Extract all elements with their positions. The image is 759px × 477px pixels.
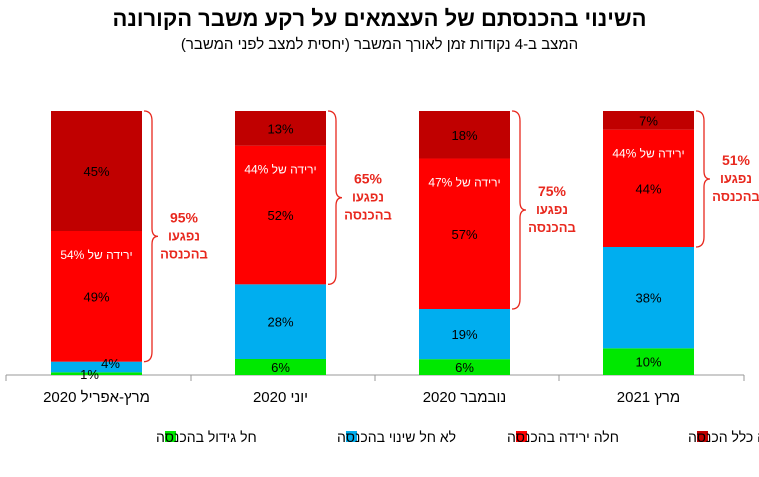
affected-label: נפגעו — [352, 190, 384, 205]
data-label: 10% — [635, 355, 661, 370]
data-label: 18% — [451, 128, 477, 143]
bar-segment — [51, 361, 142, 373]
chart-title: השינוי בהכנסתם של העצמאים על רקע משבר הק… — [112, 6, 647, 31]
bar-segment — [51, 231, 142, 362]
category-label: יוני 2020 — [253, 389, 308, 406]
affected-percent: 65% — [354, 171, 383, 187]
affected-label: נפגעו — [536, 202, 568, 217]
data-label: 38% — [635, 291, 661, 306]
legend-swatch — [697, 431, 708, 442]
bar-segment — [235, 111, 326, 146]
bar-segment — [51, 372, 142, 375]
affected-brace — [511, 110, 527, 310]
bar-segment — [235, 145, 326, 285]
decline-note: ירידה של 54% — [60, 248, 132, 262]
affected-label: בהכנסה — [712, 189, 759, 204]
data-label: 57% — [451, 227, 477, 242]
data-label: 49% — [83, 289, 109, 304]
bar-segment — [419, 158, 510, 309]
data-label: 7% — [639, 113, 658, 128]
affected-percent: 95% — [170, 209, 199, 225]
data-label: 28% — [267, 315, 293, 330]
bar-segment — [603, 348, 694, 375]
decline-note: ירידה של 44% — [612, 146, 684, 160]
legend-label: חל גידול בהכנסה — [156, 429, 257, 445]
decline-note: ירידה של 44% — [244, 163, 316, 177]
bar-segment — [419, 359, 510, 375]
affected-label: בהכנסה — [344, 208, 392, 223]
legend-label: לא חל שינוי בהכנסה — [337, 429, 456, 445]
legend-swatch — [516, 431, 527, 442]
affected-percent: 75% — [538, 183, 567, 199]
legend-label: חלה ירידה בהכנסה — [507, 429, 619, 445]
category-label: מרץ-אפריל 2020 — [43, 389, 150, 406]
legend-label: לא הייתה כלל הכנסה — [688, 429, 759, 445]
data-label: 13% — [267, 121, 293, 136]
bar-segment — [235, 284, 326, 359]
bar-segment — [419, 111, 510, 159]
bar-segment — [419, 309, 510, 360]
affected-label: בהכנסה — [160, 246, 208, 261]
affected-brace — [695, 110, 711, 248]
affected-brace — [327, 110, 343, 285]
bar-segment — [603, 129, 694, 247]
data-label: 52% — [267, 208, 293, 223]
decline-note: ירידה של 47% — [428, 176, 500, 190]
data-label: 19% — [451, 327, 477, 342]
data-label: 4% — [101, 356, 120, 371]
category-label: נובמבר 2020 — [423, 389, 507, 406]
category-label: מרץ 2021 — [617, 389, 680, 406]
legend-swatch — [165, 431, 176, 442]
bar-segment — [603, 247, 694, 349]
affected-percent: 51% — [722, 152, 751, 168]
data-label: 45% — [83, 164, 109, 179]
data-label: 6% — [455, 360, 474, 375]
affected-label: נפגעו — [168, 228, 200, 243]
bar-segment — [51, 111, 142, 231]
bar-segment — [603, 111, 694, 130]
affected-label: בהכנסה — [528, 220, 576, 235]
chart-subtitle: המצב ב-4 נקודות זמן לאורך המשבר (יחסית ל… — [180, 36, 579, 53]
affected-label: נפגעו — [720, 171, 752, 186]
bar-segment — [235, 359, 326, 375]
legend-swatch — [346, 431, 357, 442]
data-label: 44% — [635, 181, 661, 196]
data-label: 1% — [80, 367, 99, 382]
data-label: 6% — [271, 360, 290, 375]
affected-brace — [143, 110, 159, 363]
